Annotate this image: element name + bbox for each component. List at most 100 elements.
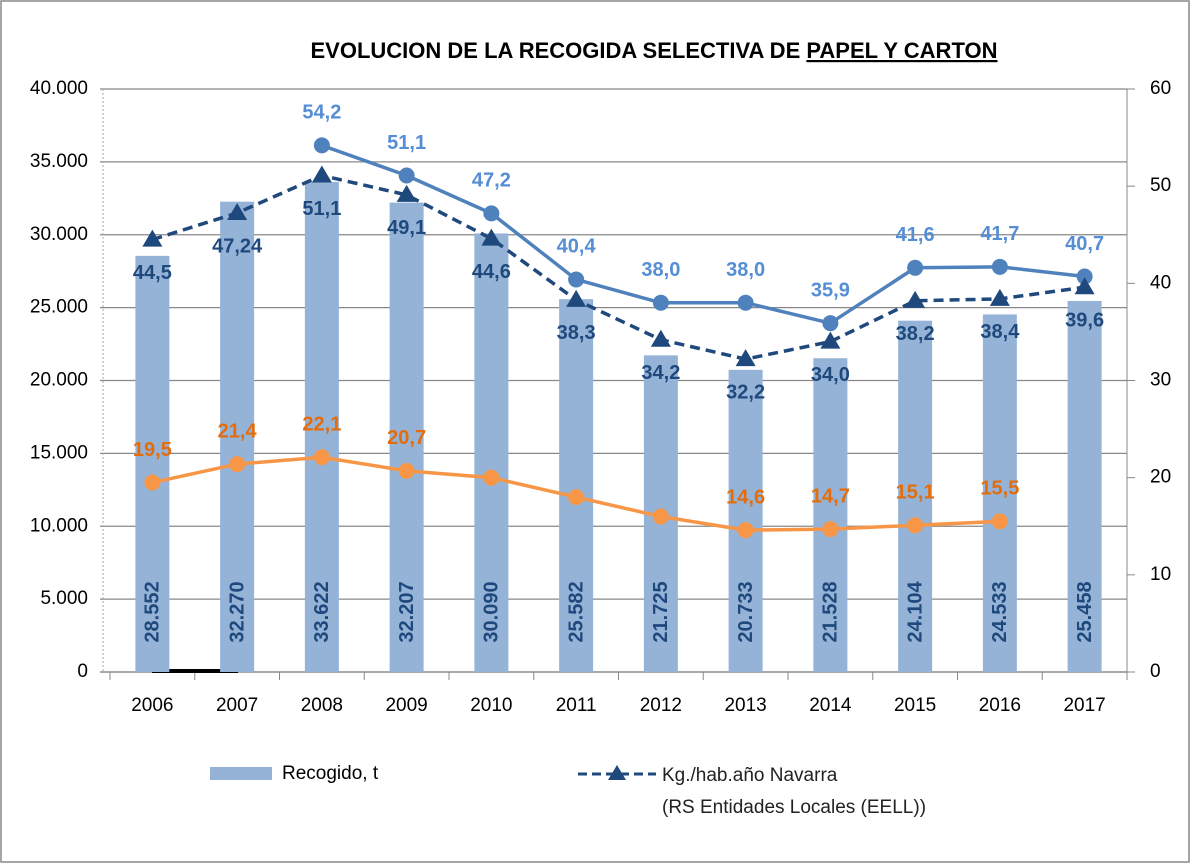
y2-tick-label: 40: [1150, 272, 1171, 293]
bar: [813, 358, 848, 672]
x-tick-label: 2014: [809, 695, 852, 716]
point: [398, 462, 415, 479]
point-value-label: 47,24: [212, 235, 263, 257]
point-value-label: 40,4: [557, 236, 597, 258]
point: [142, 229, 163, 247]
point: [650, 329, 671, 347]
point-value-label: 38,4: [980, 321, 1020, 343]
series-line: [151, 173, 1085, 361]
point-value-label: 22,1: [302, 414, 341, 436]
point: [566, 289, 587, 307]
bar: [474, 233, 509, 673]
x-tick-label: 2008: [301, 695, 343, 716]
title-underlined: PAPEL Y CARTON: [806, 38, 997, 63]
point: [1074, 277, 1095, 295]
bar-value-label: 24.533: [989, 581, 1011, 642]
point: [907, 517, 924, 534]
y-tick-label: 0: [77, 661, 88, 682]
bar-value-label: 20.733: [735, 581, 757, 642]
chart-title: EVOLUCION DE LA RECOGIDA SELECTIVA DE PA…: [311, 38, 998, 63]
x-tick-label: 2011: [556, 695, 597, 716]
point-value-label: 21,4: [218, 420, 258, 442]
y-tick-label: 35.000: [30, 151, 88, 172]
bar-value-label: 33.622: [311, 581, 333, 642]
point: [989, 288, 1010, 306]
point-value-label: 34,0: [811, 364, 850, 386]
point-value-label: 35,9: [811, 279, 850, 301]
point: [652, 508, 669, 525]
point: [737, 522, 754, 539]
bar: [728, 369, 763, 672]
bar-value-label: 21.528: [820, 581, 842, 642]
point-value-label: 38,0: [641, 259, 680, 281]
bar: [304, 181, 339, 672]
bar: [135, 255, 170, 672]
point-value-label: 20,7: [387, 427, 426, 449]
point: [991, 258, 1008, 275]
point-value-label: 39,6: [1065, 310, 1104, 332]
point-value-label: 32,2: [726, 381, 765, 403]
point-value-label: 15,5: [980, 478, 1019, 500]
y-tick-label: 10.000: [30, 515, 88, 536]
x-tick-label: 2016: [979, 695, 1021, 716]
point: [907, 259, 924, 276]
bar-value-label: 32.270: [226, 581, 248, 642]
point: [227, 202, 248, 220]
point-value-label: 51,1: [387, 132, 426, 154]
bar: [559, 299, 594, 672]
series-line: [321, 143, 1085, 326]
point: [905, 290, 926, 308]
bar-value-label: 25.582: [565, 581, 587, 642]
point: [568, 489, 585, 506]
point: [652, 294, 669, 311]
title-part: EVOLUCION DE LA RECOGIDA SELECTIVA DE: [311, 38, 807, 63]
y2-tick-label: 50: [1150, 175, 1171, 196]
point: [1076, 268, 1093, 285]
point: [398, 167, 415, 184]
point-value-label: 41,7: [980, 223, 1019, 245]
point-value-label: 14,6: [726, 486, 765, 508]
legend-marker: [608, 765, 626, 780]
y2-tick-label: 10: [1150, 564, 1171, 585]
point-value-label: 51,1: [302, 198, 341, 220]
point: [313, 137, 330, 154]
point: [229, 456, 246, 473]
y2-tick-label: 0: [1150, 661, 1161, 682]
point-value-label: 49,1: [387, 217, 426, 239]
bar: [220, 201, 255, 673]
point-value-label: 15,1: [896, 482, 935, 504]
point-value-label: 41,6: [896, 224, 935, 246]
point: [822, 521, 839, 538]
bar-value-label: 30.090: [481, 581, 503, 642]
legend-label: Kg./hab.año Navarra (RS Entidades Locale…: [662, 765, 927, 818]
legend-swatch-bar: [210, 767, 272, 780]
x-tick-label: 2010: [470, 695, 512, 716]
point-value-label: 19,5: [133, 439, 172, 461]
point: [483, 469, 500, 486]
x-tick-label: 2006: [131, 695, 173, 716]
y2-tick-label: 20: [1150, 467, 1171, 488]
bar: [1067, 300, 1102, 672]
point-value-label: 38,3: [557, 322, 596, 344]
point-value-label: 34,2: [641, 362, 680, 384]
point-value-label: 38,2: [896, 323, 935, 345]
bar-value-label: 21.725: [650, 581, 672, 642]
bar: [389, 202, 424, 672]
bar-value-label: 32.207: [396, 581, 418, 642]
point: [313, 449, 330, 466]
y-tick-label: 5.000: [40, 588, 88, 609]
point: [396, 184, 417, 202]
bar-value-label: 24.104: [904, 581, 926, 643]
point: [481, 228, 502, 246]
point-value-label: 40,7: [1065, 233, 1104, 255]
y-tick-label: 20.000: [30, 370, 88, 391]
y-tick-label: 25.000: [30, 297, 88, 318]
y2-tick-label: 60: [1150, 78, 1171, 99]
point: [483, 205, 500, 222]
point: [568, 271, 585, 288]
bar-value-label: 28.552: [142, 581, 164, 642]
y-tick-label: 40.000: [30, 78, 88, 99]
point-value-label: 44,6: [472, 261, 511, 283]
